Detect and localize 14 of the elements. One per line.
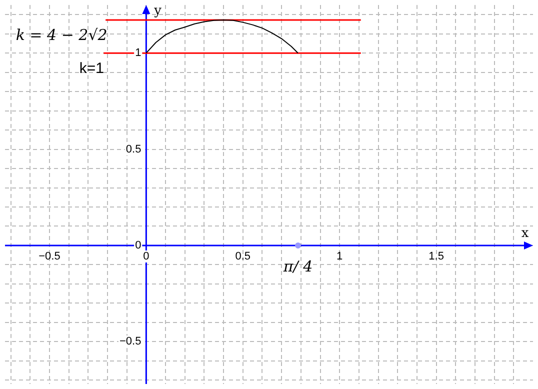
annotation: π/ 4 <box>282 257 313 276</box>
x-tick-label: 0.5 <box>235 250 251 263</box>
x-tick-label: 0 <box>143 250 150 263</box>
y-tick-label: −0.5 <box>119 336 142 348</box>
x-axis-title: x <box>521 226 530 241</box>
y-tick-label: 0 <box>135 240 142 252</box>
y-axis-title: y <box>153 3 162 18</box>
x-tick-label: 1.5 <box>428 250 444 263</box>
y-tick-label: 0.5 <box>126 143 142 156</box>
x-tick-label: −0.5 <box>38 250 60 263</box>
x-tick-label: 1 <box>336 250 343 263</box>
annotation: k = 4 − 2√2 <box>16 26 108 44</box>
y-tick-label: 1 <box>135 47 142 60</box>
annotation: k=1 <box>79 60 104 78</box>
